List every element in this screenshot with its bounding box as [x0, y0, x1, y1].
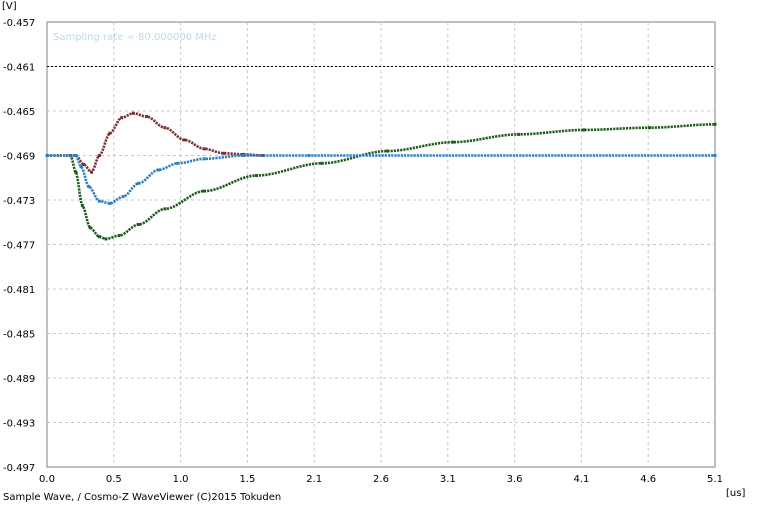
series-0: [45, 122, 717, 241]
grid: [47, 22, 715, 467]
series-1-point: [202, 147, 206, 151]
series-1-point: [145, 115, 149, 119]
y-tick-label: -0.481: [3, 285, 35, 296]
y-tick-label: -0.457: [3, 18, 35, 29]
y-tick-label: -0.477: [3, 241, 35, 252]
series-0-point: [451, 140, 455, 144]
x-tick-label: 3.6: [507, 474, 523, 485]
y-tick-label: -0.493: [3, 419, 35, 430]
x-tick-label: 4.1: [573, 474, 589, 485]
series-1-point: [131, 111, 135, 115]
series-0-point: [202, 189, 206, 193]
x-tick-label: 4.6: [640, 474, 656, 485]
y-tick-label: -0.473: [3, 196, 35, 207]
series-0-point: [255, 174, 259, 178]
series-0-trace: [47, 123, 716, 241]
x-tick-label: 1.5: [239, 474, 255, 485]
series-2-point: [108, 201, 112, 205]
series-0-point: [117, 234, 121, 238]
y-tick-label: -0.469: [3, 152, 35, 163]
series-1-point: [108, 131, 112, 135]
footer-credit: Sample Wave, / Cosmo-Z WaveViewer (C)201…: [3, 492, 281, 503]
series-1-point: [90, 170, 94, 174]
series-2-point: [137, 181, 141, 185]
x-axis-unit-label: [us]: [726, 488, 745, 499]
series-2-point: [97, 199, 101, 203]
series-0-point: [320, 161, 324, 165]
y-tick-label: -0.465: [3, 107, 35, 118]
series-2-point: [713, 154, 717, 157]
series-2-point: [79, 165, 83, 169]
series-0-point: [104, 237, 108, 241]
plot-area: Sampling rate = 80.000000 MHz: [45, 21, 717, 468]
series-2-point: [45, 154, 49, 157]
series-0-point: [137, 222, 141, 226]
x-tick-label: 2.6: [373, 474, 389, 485]
y-tick-label: -0.489: [3, 374, 35, 385]
series-2-point: [121, 195, 125, 199]
series-0-point: [517, 132, 521, 136]
x-tick-label: 3.1: [440, 474, 456, 485]
series-0-point: [74, 170, 78, 174]
series-1-point: [120, 116, 124, 120]
x-tick-label: 0.5: [106, 474, 122, 485]
series-1-point: [97, 154, 101, 157]
series-2-point: [156, 168, 160, 172]
series-1-point: [163, 126, 167, 130]
series-0-point: [386, 149, 390, 153]
y-tick-label: -0.485: [3, 330, 35, 341]
series-2-point: [241, 154, 245, 157]
y-tick-label: -0.497: [3, 463, 35, 474]
series-0-point: [88, 226, 92, 230]
series-1-point: [222, 151, 226, 155]
x-tick-label: 2.1: [306, 474, 322, 485]
y-axis-unit-label: [V]: [2, 1, 17, 12]
series-1-point: [183, 138, 187, 142]
x-tick-label: 0.0: [39, 474, 55, 485]
series-0-point: [648, 126, 652, 130]
series-1-point: [261, 154, 265, 157]
series-0-point: [163, 207, 167, 211]
x-tick-label: 1.0: [173, 474, 189, 485]
series-0-point: [582, 128, 586, 132]
series-layer: [45, 111, 717, 241]
series-0-point: [713, 122, 717, 126]
x-tick-label: 5.1: [707, 474, 723, 485]
series-2-point: [74, 154, 78, 157]
series-0-point: [80, 204, 84, 208]
sampling-rate-label: Sampling rate = 80.000000 MHz: [53, 32, 217, 43]
series-2-point: [307, 154, 311, 157]
series-2-point: [176, 161, 180, 165]
y-tick-label: -0.461: [3, 63, 35, 74]
series-0-point: [97, 235, 101, 239]
series-2-point: [202, 157, 206, 161]
y-tick-labels: -0.457 -0.461 -0.465 -0.469 -0.473 -0.477 -0.4…: [3, 18, 35, 474]
series-2-point: [87, 185, 91, 189]
series-2: [45, 154, 717, 205]
x-tick-labels: 0.0 0.5 1.0 1.5 2.1 2.6 3.1 3.6 4.1 4.6 5.1: [39, 474, 723, 485]
series-1-point: [82, 162, 86, 166]
